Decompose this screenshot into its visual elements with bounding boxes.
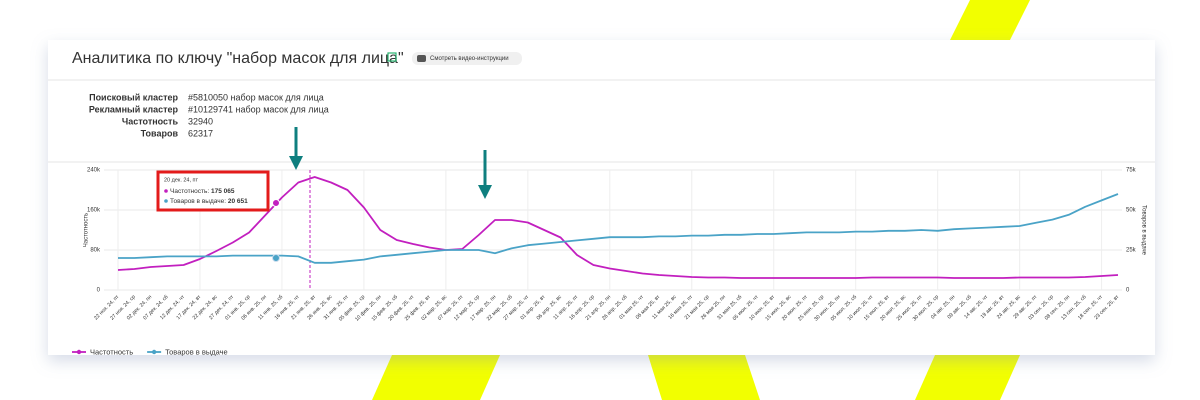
y-tick-label: 80k	[90, 248, 101, 254]
y-tick-label: 160k	[87, 208, 101, 214]
info-block: Поисковый кластер #5810050 набор масок дл…	[89, 92, 329, 138]
y-tick-label: 240k	[87, 168, 101, 174]
legend-swatch-dot	[76, 349, 82, 355]
tooltip-label: Частотность:	[170, 188, 211, 195]
tooltip-dot	[164, 199, 168, 203]
hover-point	[272, 254, 280, 262]
legend-label[interactable]: Частотность	[90, 347, 133, 356]
legend-label[interactable]: Товаров в выдаче	[165, 347, 228, 356]
info-label: Рекламный кластер	[89, 104, 179, 114]
external-link-icon[interactable]	[387, 52, 397, 62]
series-line	[117, 176, 1119, 279]
decor-stripe	[648, 355, 760, 400]
info-value: #5810050 набор масок для лица	[188, 92, 324, 102]
y-tick-label: 0	[97, 288, 101, 294]
tooltip-row: Частотность: 175 065	[170, 188, 235, 195]
y-axis-label: Частотность	[84, 213, 90, 248]
page-title: Аналитика по ключу "набор масок для лица…	[72, 50, 404, 67]
info-value: #10129741 набор масок для лица	[188, 104, 329, 114]
series-line	[118, 193, 1119, 264]
tooltip-row: Товаров в выдаче: 20 651	[170, 198, 248, 205]
video-button[interactable]	[412, 52, 522, 65]
tooltip-value: 20 651	[228, 198, 248, 205]
video-button-label[interactable]: Смотреть видео-инструкции	[430, 56, 509, 62]
decor-stripe	[915, 355, 1020, 400]
legend-swatch-dot	[151, 349, 157, 355]
info-label: Частотность	[122, 116, 179, 126]
tooltip-label: Товаров в выдаче:	[170, 198, 228, 205]
tooltip-date: 20 дек. 24, пт	[164, 177, 199, 183]
decor-stripe	[950, 0, 1030, 40]
tooltip	[156, 170, 270, 212]
arrow-head	[289, 156, 303, 170]
info-value: 62317	[188, 128, 213, 138]
y2-tick-label: 50k	[1126, 208, 1137, 214]
y2-tick-label: 75k	[1126, 168, 1137, 174]
tooltip-dot	[164, 189, 168, 193]
y2-tick-label: 0	[1126, 288, 1130, 294]
y2-axis-label: Товаров в выдаче	[1140, 205, 1146, 256]
hover-point	[272, 199, 280, 207]
tooltip-value: 175 065	[211, 188, 235, 195]
info-label: Поисковый кластер	[89, 92, 178, 102]
y2-tick-label: 25k	[1126, 248, 1137, 254]
arrow-head	[478, 185, 492, 199]
info-label: Товаров	[141, 128, 179, 138]
decor-stripe	[372, 355, 500, 400]
info-value: 32940	[188, 116, 213, 126]
video-icon	[417, 55, 426, 62]
